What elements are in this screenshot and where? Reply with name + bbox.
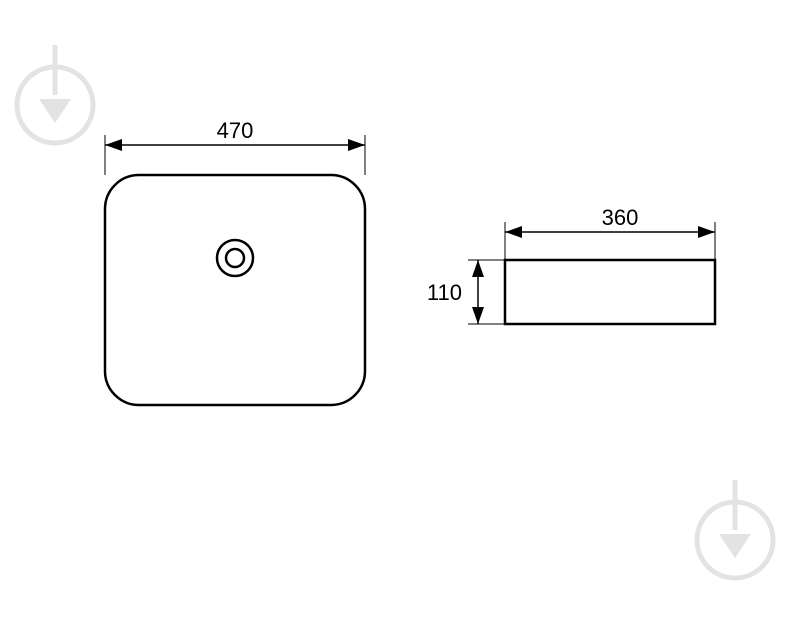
dimension-height: 110 bbox=[427, 260, 505, 324]
watermark-icon bbox=[17, 45, 93, 143]
dimension-depth-label: 360 bbox=[602, 205, 639, 230]
basin-side-view bbox=[505, 260, 715, 324]
watermark-icon bbox=[697, 480, 773, 578]
drain-outer bbox=[217, 240, 253, 276]
drain-inner bbox=[226, 249, 244, 267]
dimension-width-label: 470 bbox=[217, 118, 254, 143]
technical-drawing: 470 360 110 bbox=[0, 0, 799, 635]
dimension-width: 470 bbox=[105, 118, 365, 175]
dimension-depth: 360 bbox=[505, 205, 715, 260]
basin-top-view bbox=[105, 175, 365, 405]
dimension-height-label: 110 bbox=[427, 280, 462, 305]
